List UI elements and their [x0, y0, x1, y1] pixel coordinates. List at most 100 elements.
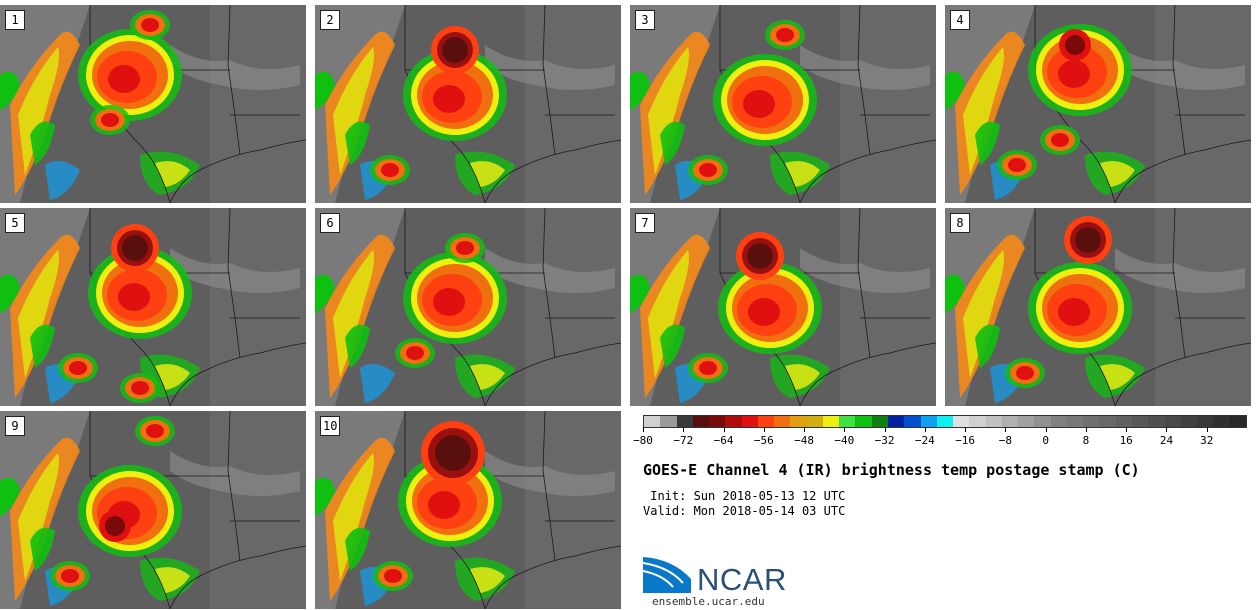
panel-label: 4	[950, 10, 970, 30]
colorbar-segment	[1180, 416, 1198, 427]
colorbar-tick-label: 32	[1200, 434, 1214, 447]
ir-map-6	[315, 208, 621, 406]
ir-map-9	[0, 411, 306, 609]
colorbar-tick	[1126, 427, 1128, 432]
colorbar-segment	[1050, 416, 1067, 427]
panel-label: 10	[320, 416, 341, 436]
colorbar-segment	[644, 416, 661, 427]
colorbar-segment	[1099, 416, 1116, 427]
colorbar-segment	[855, 416, 872, 427]
ir-map-10	[315, 411, 621, 609]
panel-label: 9	[5, 416, 25, 436]
colorbar-segment	[936, 416, 954, 427]
colorbar-tick-label: −24	[914, 434, 935, 447]
colorbar-segment	[660, 416, 677, 427]
colorbar-tick-label: −80	[633, 434, 653, 447]
colorbar-segment	[709, 416, 726, 427]
panel-label: 8	[950, 213, 970, 233]
colorbar-segment	[839, 416, 856, 427]
colorbar-tick-label: −72	[673, 434, 694, 447]
colorbar-segment	[985, 416, 1002, 427]
member-panel-9[interactable]: 9	[0, 411, 306, 609]
panel-label: 7	[635, 213, 655, 233]
colorbar-tick	[965, 427, 967, 432]
ncar-logo-icon	[643, 557, 691, 593]
colorbar-tick	[1166, 427, 1168, 432]
colorbar-segment	[887, 416, 905, 427]
colorbar-tick	[1206, 427, 1208, 432]
colorbar-segment	[1018, 416, 1035, 427]
site-url[interactable]: ensemble.ucar.edu	[652, 595, 765, 608]
colorbar-segment	[1148, 416, 1165, 427]
panel-label: 2	[320, 10, 340, 30]
colorbar-segment	[1213, 416, 1230, 427]
colorbar-tick-label: −56	[753, 434, 774, 447]
colorbar-segment	[822, 416, 840, 427]
colorbar-tick	[643, 427, 644, 432]
member-panel-7[interactable]: 7	[630, 208, 936, 406]
ir-map-7	[630, 208, 936, 406]
colorbar-tick	[1085, 427, 1087, 432]
colorbar-tick-label: −32	[874, 434, 895, 447]
colorbar-tick-label: −64	[713, 434, 734, 447]
ir-map-4	[945, 5, 1251, 203]
ncar-logo-text: NCAR	[697, 562, 787, 597]
colorbar-tick	[723, 427, 725, 432]
figure-title: GOES-E Channel 4 (IR) brightness temp po…	[643, 461, 1140, 479]
colorbar-tick	[844, 427, 846, 432]
colorbar-tick-label: −40	[834, 434, 855, 447]
colorbar-segment	[1034, 416, 1051, 427]
colorbar-segment	[953, 416, 970, 427]
colorbar-segment	[774, 416, 791, 427]
colorbar-tick-label: 8	[1082, 434, 1090, 447]
panel-label: 5	[5, 213, 25, 233]
colorbar-segment	[920, 416, 937, 427]
colorbar-segment	[871, 416, 888, 427]
colorbar-segment	[692, 416, 710, 427]
colorbar-segment	[741, 416, 758, 427]
panel-label: 3	[635, 10, 655, 30]
colorbar-tick	[924, 427, 926, 432]
colorbar-segment	[725, 416, 742, 427]
colorbar-segment	[806, 416, 823, 427]
colorbar-tick-label: 16	[1119, 434, 1133, 447]
colorbar-tick	[763, 427, 765, 432]
colorbar-tick-label: −8	[998, 434, 1013, 447]
member-panel-6[interactable]: 6	[315, 208, 621, 406]
colorbar-segment	[1164, 416, 1181, 427]
member-panel-10[interactable]: 10	[315, 411, 621, 609]
colorbar-segment	[1131, 416, 1149, 427]
colorbar-segment	[1197, 416, 1214, 427]
colorbar-ticks: −80 −72 −64 −56 −48 −40 −32 −24 −16 −8 0 8 16 24 32	[633, 427, 1247, 451]
colorbar-tick	[683, 427, 685, 432]
colorbar-segment	[904, 416, 921, 427]
member-panel-4[interactable]: 4	[945, 5, 1251, 203]
member-panel-3[interactable]: 3	[630, 5, 936, 203]
ir-map-3	[630, 5, 936, 203]
colorbar-tick-label: 24	[1159, 434, 1174, 447]
colorbar-segment	[1066, 416, 1084, 427]
colorbar-segment	[1229, 416, 1246, 427]
colorbar-tick-label: −16	[955, 434, 976, 447]
member-panel-5[interactable]: 5	[0, 208, 306, 406]
temperature-colorbar	[643, 415, 1247, 428]
valid-time: Valid: Mon 2018-05-14 03 UTC	[643, 504, 846, 518]
ir-map-5	[0, 208, 306, 406]
ir-map-2	[315, 5, 621, 203]
colorbar-tick	[804, 427, 806, 432]
member-panel-8[interactable]: 8	[945, 208, 1251, 406]
member-panel-2[interactable]: 2	[315, 5, 621, 203]
colorbar-segment	[790, 416, 807, 427]
member-panel-1[interactable]: 1	[0, 5, 306, 203]
colorbar-tick	[884, 427, 886, 432]
panel-label: 1	[5, 10, 25, 30]
colorbar-segment	[757, 416, 775, 427]
colorbar-segment	[1001, 416, 1019, 427]
colorbar-segment	[1083, 416, 1100, 427]
ir-map-8	[945, 208, 1251, 406]
colorbar-segment	[969, 416, 986, 427]
colorbar-tick	[1005, 427, 1007, 432]
ir-map-1	[0, 5, 306, 203]
panel-label: 6	[320, 213, 340, 233]
colorbar-tick	[1045, 427, 1047, 432]
